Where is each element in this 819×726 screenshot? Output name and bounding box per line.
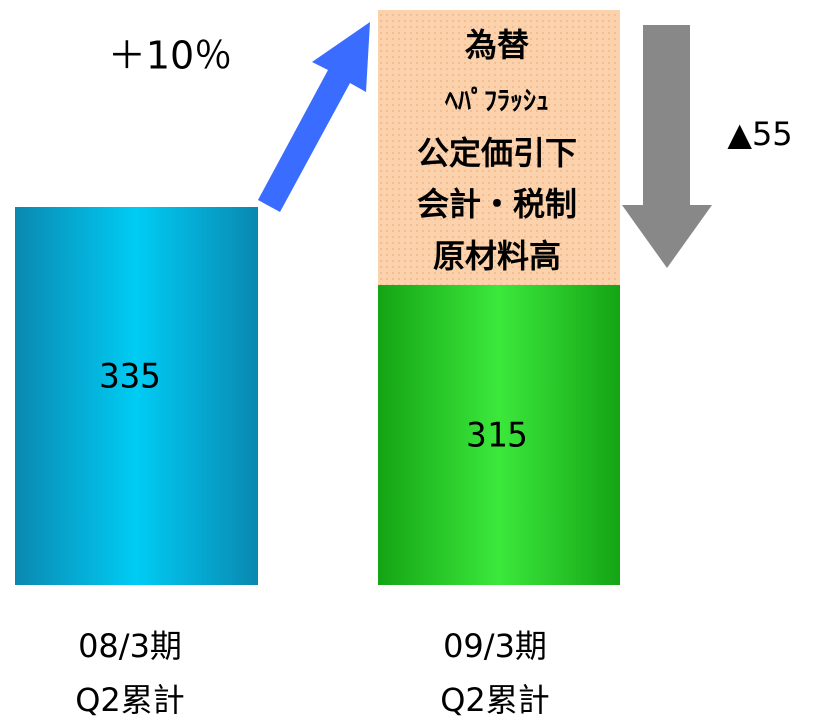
up-arrow [258,22,370,212]
factor: 為替 [465,26,529,64]
bar-curr [378,285,620,585]
bar-prev [15,207,258,585]
reduction-label: ▲55 [727,115,792,153]
factor: 会計・税制 [417,185,577,223]
down-arrow [622,25,712,268]
factor: ﾍﾊﾟﾌﾗｯｼｭ [444,86,549,117]
period: 09/3期 [443,627,547,665]
growth-label: ＋10％ [108,34,232,78]
period: 08/3期 [78,627,182,665]
span: Q2累計 [440,681,550,719]
span: Q2累計 [75,681,185,719]
bar-label: 315 [466,416,527,456]
bar-label: 335 [99,357,160,397]
factor: 公定価引下 [417,134,577,172]
factor: 原材料高 [433,237,561,275]
reduction-box [378,10,620,285]
